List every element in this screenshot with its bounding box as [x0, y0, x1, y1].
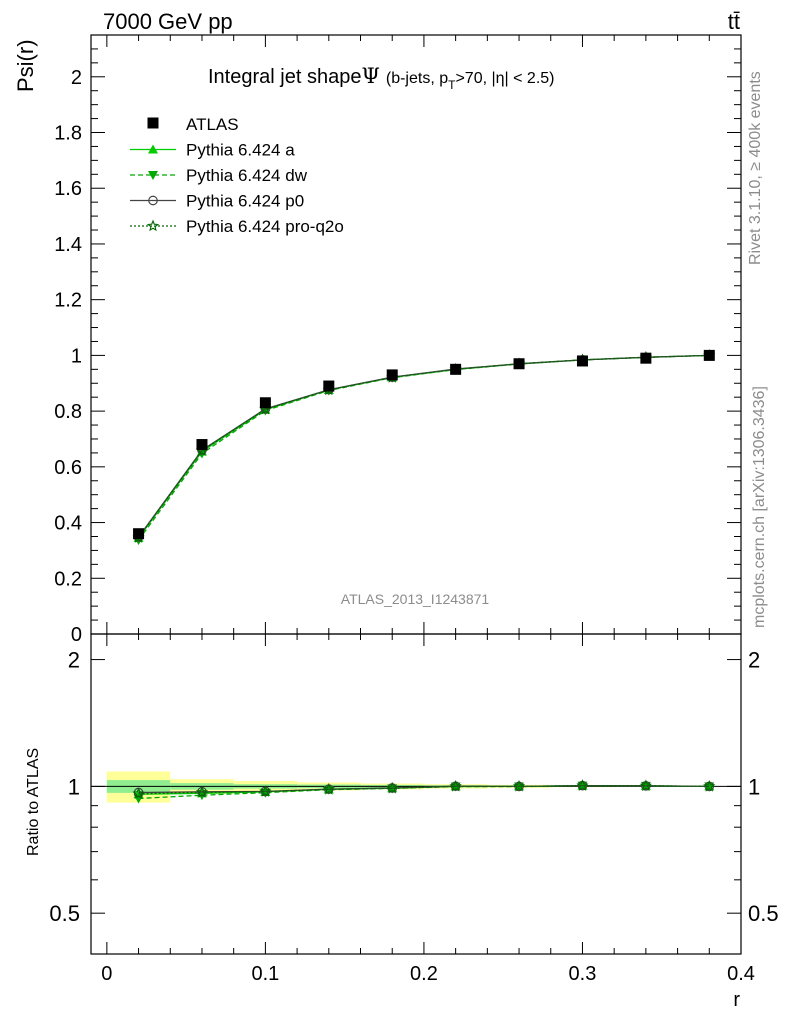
series-line	[138, 354, 710, 541]
header-right: tt̄	[728, 9, 740, 34]
legend: ATLAS Pythia 6.424 a Pythia 6.424 dw Pythia…	[130, 115, 344, 236]
series-line	[138, 354, 710, 539]
ratio-series-point	[195, 785, 209, 798]
ratio-tick-label-right: 2	[748, 648, 760, 673]
mcplots-label: mcplots.cern.ch [arXiv:1306.3436]	[751, 386, 768, 628]
x-tick-label: 0	[101, 963, 112, 985]
x-tick-label: 0.2	[410, 963, 438, 985]
subtitle-pre: (b-jets, p	[386, 70, 448, 87]
ratio-tick-label-left: 1	[68, 774, 80, 799]
legend-marker	[146, 219, 160, 232]
analysis-id: ATLAS_2013_I1243871	[341, 591, 490, 607]
ratio-y-axis-label: Ratio to ATLAS	[25, 748, 42, 856]
ratio-series-point	[259, 785, 272, 797]
y-tick-label: 0.6	[54, 457, 82, 479]
x-tick-label: 0.3	[569, 963, 597, 985]
series-line	[138, 354, 710, 538]
y-tick-label: 1.8	[54, 123, 82, 145]
legend-marker-atlas	[147, 117, 159, 129]
y-tick-label: 0	[71, 624, 82, 646]
data-point	[450, 363, 462, 375]
y-tick-label: 0.4	[54, 513, 82, 535]
y-axis-label: Psi(r)	[13, 39, 38, 92]
series-line	[138, 354, 710, 538]
y-tick-label: 2	[71, 67, 82, 89]
y-tick-label: 0.8	[54, 401, 82, 423]
subtitle-sub: T	[448, 78, 456, 92]
ratio-plot-frame	[90, 633, 742, 955]
ratio-tick-label-right: 1	[748, 774, 760, 799]
legend-label: Pythia 6.424 a	[186, 141, 295, 160]
x-tick-label: 0.1	[251, 963, 279, 985]
data-point	[386, 369, 398, 381]
title-symbol: Ψ	[361, 64, 379, 88]
header-left: 7000 GeV pp	[103, 9, 233, 34]
x-axis-label: r	[733, 989, 740, 1011]
ratio-series-point	[322, 782, 336, 795]
title-main: Integral jet shape	[208, 66, 361, 88]
ratio-series-point	[512, 779, 526, 792]
y-tick-label: 1.2	[54, 290, 82, 312]
data-point	[133, 528, 145, 540]
rivet-label: Rivet 3.1.10, ≥ 400k events	[747, 71, 764, 265]
data-point	[576, 355, 588, 367]
y-tick-label: 1.4	[54, 234, 82, 256]
y-tick-label: 0.2	[54, 568, 82, 590]
legend-label-atlas: ATLAS	[186, 115, 239, 134]
data-point	[323, 380, 335, 392]
svg-text:Integral jet shapeΨ(b-jets, pT: Integral jet shapeΨ (b-jets, pT>70, |η| <…	[208, 64, 555, 92]
y-tick-label: 1.6	[54, 178, 82, 200]
legend-marker	[148, 171, 158, 180]
y-tick-label: 1	[71, 345, 82, 367]
data-point	[259, 397, 271, 409]
ratio-series-point	[576, 779, 589, 791]
ratio-series-point	[639, 779, 652, 792]
ratio-tick-label-right: 0.5	[748, 901, 779, 926]
data-point	[703, 349, 715, 361]
ratio-tick-label-left: 0.5	[49, 901, 80, 926]
ratio-series-line	[138, 784, 710, 795]
x-tick-label: 0.4	[727, 963, 755, 985]
data-point	[196, 439, 208, 451]
ratio-tick-label-left: 2	[68, 648, 80, 673]
data-points	[133, 349, 715, 540]
ratio-series-point	[132, 787, 145, 799]
data-point	[640, 352, 652, 364]
legend-label: Pythia 6.424 p0	[186, 192, 304, 211]
ratio-series-point	[449, 779, 462, 792]
legend-label: Pythia 6.424 pro-q2o	[186, 217, 344, 236]
subtitle-post: >70, |η| < 2.5)	[455, 70, 554, 87]
legend-marker	[148, 144, 158, 154]
ratio-series-point	[703, 779, 716, 792]
series-lines	[132, 348, 716, 804]
chart-title: Integral jet shapeΨ (b-jets, pT>70, |η| <…	[208, 64, 555, 92]
legend-marker	[148, 195, 158, 206]
legend-label: Pythia 6.424 dw	[186, 166, 308, 185]
data-point	[513, 358, 525, 370]
ratio-series-point	[386, 781, 399, 794]
axes: 0 0.1 0.2 0.3 0.4 0 0.2 0.4 0.6 0.8 1 1.2 1.4 1.6 1.8 2…	[49, 35, 779, 985]
